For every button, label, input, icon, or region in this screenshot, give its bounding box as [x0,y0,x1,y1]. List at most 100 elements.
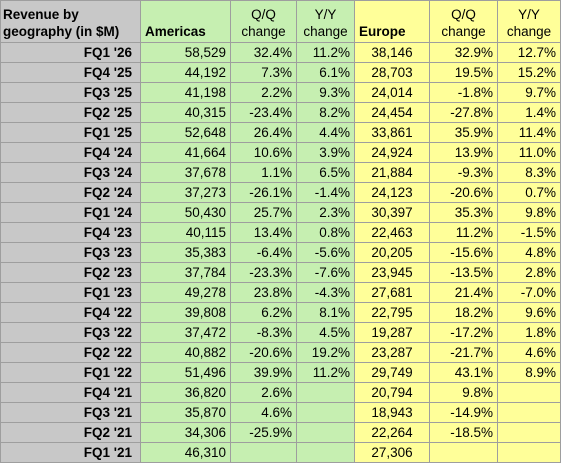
europe-yy-cell [497,422,561,443]
quarter-label-cell: FQ4 '23 [0,222,141,243]
americas-yy-cell: 2.3% [296,202,355,223]
quarter-label-cell: FQ1 '26 [0,42,141,63]
americas-revenue-cell: 40,882 [140,342,231,363]
americas-yy-cell: 9.3% [296,82,355,103]
americas-yy-cell: -5.6% [296,242,355,263]
europe-qq-cell: 11.2% [429,222,498,243]
americas-qq-cell: 26.4% [230,122,297,143]
americas-revenue-cell: 37,472 [140,322,231,343]
americas-yy-cell: 6.1% [296,62,355,83]
europe-revenue-cell: 18,943 [354,402,430,423]
europe-revenue-cell: 23,945 [354,262,430,283]
europe-qq-cell: 43.1% [429,362,498,383]
americas-yy-cell: 19.2% [296,342,355,363]
europe-qq-cell: 21.4% [429,282,498,303]
europe-revenue-cell: 20,205 [354,242,430,263]
header-row: Revenue by geography (in $M) Americas Q/… [0,0,561,43]
table-row: FQ3 '23 35,383 -6.4% -5.6% 20,205 -15.6% 4.8% [0,242,561,263]
europe-qq-cell: -17.2% [429,322,498,343]
europe-qq-cell: 9.8% [429,382,498,403]
americas-yy-cell: -1.4% [296,182,355,203]
americas-yy-cell [296,422,355,443]
table-row: FQ2 '25 40,315 -23.4% 8.2% 24,454 -27.8% 1.4% [0,102,561,123]
quarter-label-cell: FQ2 '24 [0,182,141,203]
americas-yy-cell: 11.2% [296,362,355,383]
table-row: FQ1 '22 51,496 39.9% 11.2% 29,749 43.1% 8.9% [0,362,561,383]
europe-yy-cell: 9.6% [497,302,561,323]
americas-qq-cell: -6.4% [230,242,297,263]
americas-qq-cell: 2.2% [230,82,297,103]
americas-yy-cell [296,382,355,403]
europe-revenue-cell: 27,681 [354,282,430,303]
americas-revenue-cell: 35,870 [140,402,231,423]
quarter-label-cell: FQ3 '25 [0,82,141,103]
americas-revenue-cell: 46,310 [140,442,231,463]
europe-qq-cell: -18.5% [429,422,498,443]
europe-yy-cell [497,402,561,423]
europe-qq-cell: 35.3% [429,202,498,223]
europe-revenue-cell: 22,795 [354,302,430,323]
header-americas-yy: Y/Y change [296,0,355,43]
americas-revenue-cell: 50,430 [140,202,231,223]
europe-qq-cell: -14.9% [429,402,498,423]
americas-yy-cell: 3.9% [296,142,355,163]
europe-yy-cell: 11.0% [497,142,561,163]
europe-yy-cell [497,382,561,403]
quarter-label-cell: FQ1 '25 [0,122,141,143]
europe-yy-cell: 15.2% [497,62,561,83]
europe-revenue-cell: 19,287 [354,322,430,343]
table-row: FQ1 '21 46,310 27,306 [0,442,561,463]
europe-yy-cell: 4.8% [497,242,561,263]
europe-yy-cell: 4.6% [497,342,561,363]
europe-qq-cell: 35.9% [429,122,498,143]
europe-revenue-cell: 22,264 [354,422,430,443]
americas-yy-cell [296,402,355,423]
quarter-label-cell: FQ2 '25 [0,102,141,123]
americas-revenue-cell: 44,192 [140,62,231,83]
quarter-label-cell: FQ1 '21 [0,442,141,463]
europe-revenue-cell: 29,749 [354,362,430,383]
europe-yy-cell: 1.8% [497,322,561,343]
table-row: FQ3 '21 35,870 4.6% 18,943 -14.9% [0,402,561,423]
europe-revenue-cell: 23,287 [354,342,430,363]
quarter-label-cell: FQ4 '22 [0,302,141,323]
europe-revenue-cell: 24,454 [354,102,430,123]
europe-revenue-cell: 21,884 [354,162,430,183]
quarter-label-cell: FQ2 '21 [0,422,141,443]
americas-revenue-cell: 37,784 [140,262,231,283]
americas-qq-cell: -8.3% [230,322,297,343]
quarter-label-cell: FQ3 '22 [0,322,141,343]
americas-revenue-cell: 41,198 [140,82,231,103]
americas-qq-cell: 1.1% [230,162,297,183]
quarter-label-cell: FQ4 '24 [0,142,141,163]
americas-yy-cell: 4.5% [296,322,355,343]
americas-yy-cell: 4.4% [296,122,355,143]
europe-revenue-cell: 30,397 [354,202,430,223]
americas-yy-cell: 8.2% [296,102,355,123]
americas-revenue-cell: 36,820 [140,382,231,403]
europe-yy-cell: 11.4% [497,122,561,143]
header-europe: Europe [354,0,430,43]
americas-yy-cell: 11.2% [296,42,355,63]
europe-qq-cell: 18.2% [429,302,498,323]
europe-qq-cell: 13.9% [429,142,498,163]
europe-yy-cell: 9.7% [497,82,561,103]
americas-yy-cell: 6.5% [296,162,355,183]
header-europe-qq: Q/Q change [429,0,498,43]
europe-yy-cell: 8.3% [497,162,561,183]
europe-qq-cell: -1.8% [429,82,498,103]
table-row: FQ2 '22 40,882 -20.6% 19.2% 23,287 -21.7% 4.6% [0,342,561,363]
quarter-label-cell: FQ2 '23 [0,262,141,283]
europe-yy-cell: 0.7% [497,182,561,203]
europe-qq-cell: -13.5% [429,262,498,283]
americas-qq-cell: 25.7% [230,202,297,223]
americas-qq-cell: 4.6% [230,402,297,423]
americas-revenue-cell: 35,383 [140,242,231,263]
americas-qq-cell: -23.4% [230,102,297,123]
europe-qq-cell: 32.9% [429,42,498,63]
europe-yy-cell: 12.7% [497,42,561,63]
americas-qq-cell: 2.6% [230,382,297,403]
table-row: FQ3 '25 41,198 2.2% 9.3% 24,014 -1.8% 9.7% [0,82,561,103]
table-row: FQ2 '23 37,784 -23.3% -7.6% 23,945 -13.5% 2.8% [0,262,561,283]
